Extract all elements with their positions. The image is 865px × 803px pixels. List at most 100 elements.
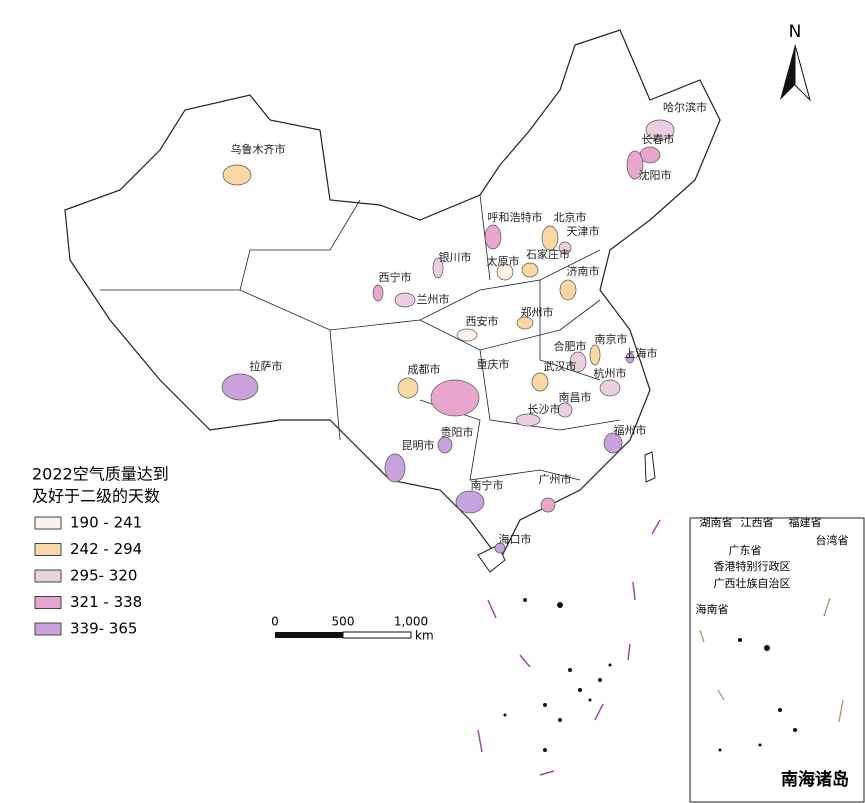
city-label: 贵阳市: [441, 425, 474, 439]
islands: [503, 598, 612, 752]
inset-islands: [718, 638, 797, 752]
city-label: 重庆市: [477, 357, 510, 371]
legend-label: 295- 320: [70, 567, 137, 585]
city-label: 太原市: [487, 254, 520, 268]
city-area: [384, 453, 406, 483]
city-area: [430, 379, 480, 417]
city-area: [540, 497, 556, 513]
city-label: 南宁市: [471, 478, 504, 492]
north-arrow: [780, 44, 811, 102]
city-area: [569, 351, 587, 373]
legend-swatch: [34, 622, 62, 636]
city-area: [541, 225, 559, 251]
city-label: 哈尔滨市: [663, 100, 707, 114]
scale-tick-label: 0: [271, 615, 279, 629]
inset-label: 湖南省: [700, 516, 733, 529]
inset-label: 福建省: [789, 515, 822, 529]
legend-label: 190 - 241: [70, 514, 142, 532]
legend-swatch: [34, 569, 62, 583]
city-label: 广州市: [539, 472, 572, 486]
city-area: [372, 284, 384, 302]
scale-unit: km: [415, 629, 434, 643]
city-label: 呼和浩特市: [488, 210, 543, 224]
inset-label: 香港特别行政区: [714, 559, 791, 573]
city-area: [521, 262, 539, 278]
city-area: [558, 241, 572, 255]
legend-label: 321 - 338: [70, 593, 142, 611]
scale-bar: [275, 631, 412, 639]
inset-label: 广东省: [729, 544, 762, 557]
legend-label: 339- 365: [70, 620, 137, 638]
city-label: 沈阳市: [639, 168, 672, 182]
city-label: 成都市: [408, 362, 441, 376]
city-area: [397, 377, 419, 399]
city-label: 北京市: [554, 210, 587, 224]
city-label: 南昌市: [559, 390, 592, 404]
city-label: 武汉市: [544, 359, 577, 373]
city-area: [559, 279, 577, 301]
province-borders: [100, 194, 621, 481]
city-label: 西安市: [466, 314, 499, 328]
city-label: 郑州市: [521, 305, 554, 319]
city-label: 拉萨市: [250, 359, 283, 373]
city-area: [557, 402, 573, 418]
city-area: [455, 490, 485, 514]
scale-tick-label: 500: [332, 615, 355, 629]
legend-label: 242 - 294: [70, 540, 142, 558]
city-label: 南京市: [595, 332, 628, 346]
city-area: [221, 373, 259, 401]
legend-title: 2022空气质量达到: [32, 465, 169, 484]
city-area: [589, 344, 601, 366]
inset-lines: [699, 597, 844, 781]
city-area: [603, 432, 623, 454]
city-area: [437, 436, 453, 454]
city-area: [516, 316, 534, 330]
inset-label: 广西壮族自治区: [714, 576, 791, 590]
city-label: 石家庄市: [526, 247, 570, 261]
inset-label: 江西省: [741, 516, 774, 529]
city-label: 杭州市: [594, 366, 627, 380]
city-label: 西宁市: [379, 270, 412, 284]
city-label: 兰州市: [417, 292, 450, 306]
inset-frame: [689, 517, 865, 803]
city-label: 乌鲁木齐市: [231, 142, 286, 156]
north-label: N: [789, 22, 802, 42]
legend-swatch: [34, 516, 62, 530]
city-label: 天津市: [567, 224, 600, 238]
legend-swatch: [34, 543, 62, 556]
country-outline: [64, 29, 721, 562]
city-label: 合肥市: [554, 339, 587, 353]
city-area: [456, 328, 478, 342]
scale-tick-label: 1,000: [394, 615, 428, 629]
taiwan: [644, 451, 656, 483]
city-area: [394, 292, 416, 308]
inset-label: 台湾省: [816, 533, 849, 547]
nine-dash-line: [477, 519, 661, 776]
city-area: [496, 263, 514, 281]
city-area: [639, 146, 661, 164]
city-label: 长沙市: [528, 402, 561, 416]
city-area: [494, 542, 506, 554]
city-label: 福州市: [614, 423, 647, 437]
city-label: 银川市: [439, 250, 472, 264]
legend-swatch: [34, 596, 62, 609]
inset-title: 南海诸岛: [781, 769, 849, 790]
city-area: [515, 413, 541, 427]
city-area: [645, 119, 675, 141]
city-label: 昆明市: [402, 438, 435, 452]
city-label: 济南市: [567, 264, 600, 278]
city-area: [531, 372, 549, 392]
city-area: [626, 150, 644, 180]
city-area: [222, 164, 252, 186]
city-area: [599, 379, 621, 397]
city-label: 上海市: [625, 346, 658, 360]
inset-label: 海南省: [696, 602, 729, 616]
city-area: [484, 224, 502, 250]
city-area: [625, 352, 635, 364]
city-label: 海口市: [499, 532, 532, 546]
city-area: [432, 257, 444, 279]
city-label: 长春市: [642, 132, 675, 146]
legend-title: 及好于二级的天数: [32, 487, 160, 506]
